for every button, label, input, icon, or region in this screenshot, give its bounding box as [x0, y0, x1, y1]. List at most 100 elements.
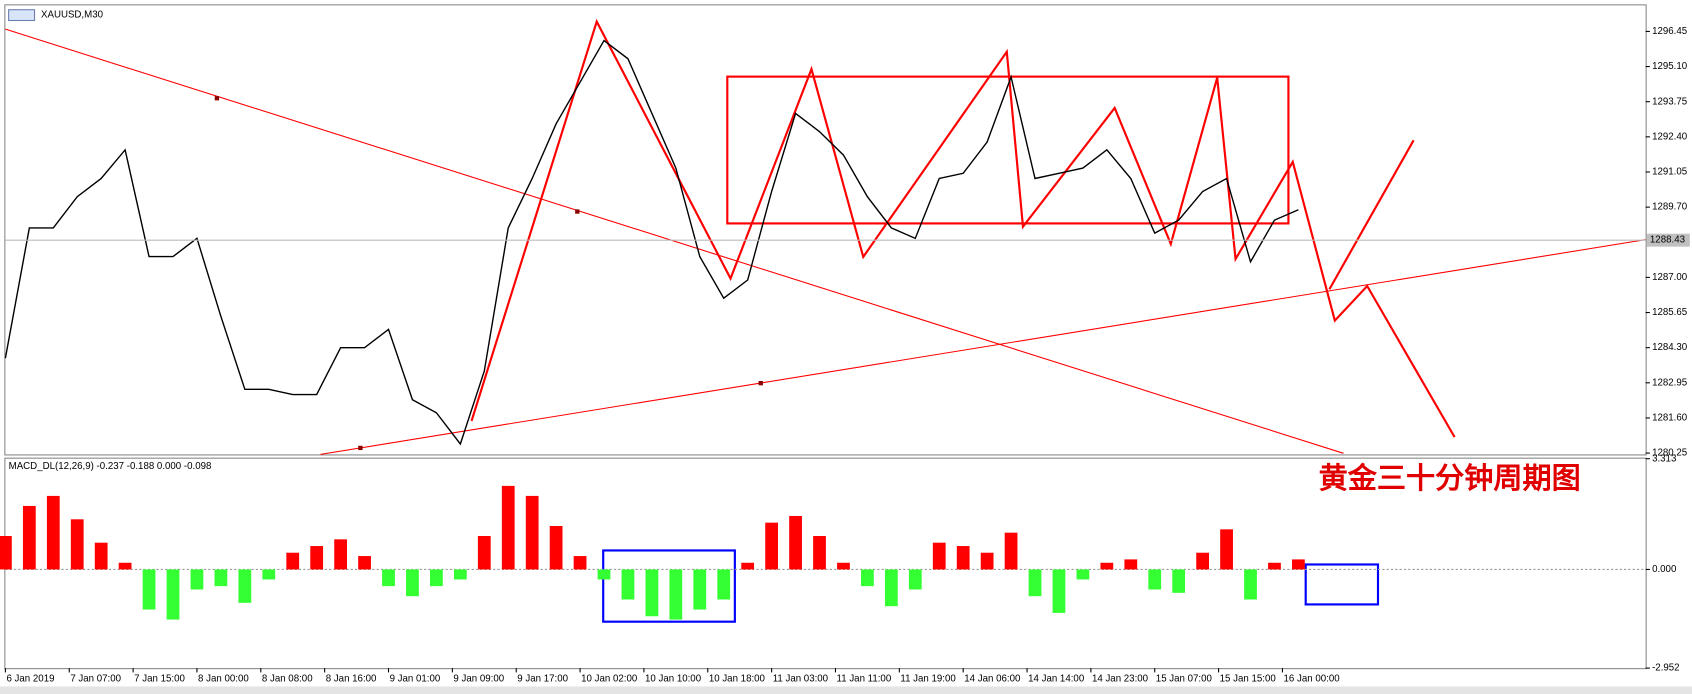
histogram-bar: [549, 525, 563, 570]
x-tick-label: 6 Jan 2019: [6, 673, 54, 684]
histogram-bar: [932, 542, 946, 570]
anchor: [358, 445, 363, 451]
histogram-bar: [1196, 552, 1210, 570]
histogram-bar: [477, 536, 491, 570]
histogram-bar: [908, 569, 922, 590]
histogram-bar: [693, 569, 707, 610]
histogram-bar: [142, 569, 156, 610]
histogram-bar: [1172, 569, 1186, 593]
x-tick-label: 14 Jan 23:00: [1092, 673, 1149, 684]
price-line: [4, 39, 1299, 446]
histogram-bar: [358, 556, 371, 570]
anchor: [214, 96, 220, 101]
histogram-bar: [214, 569, 228, 587]
histogram-bar: [430, 569, 443, 587]
trendline: [5, 28, 1344, 454]
histogram-bar: [286, 552, 300, 570]
x-tick-label: 9 Jan 09:00: [453, 673, 504, 684]
histogram-bar: [238, 569, 252, 603]
y-tick-label: 1285.65: [1652, 307, 1687, 318]
histogram-bar: [717, 569, 731, 600]
histogram-bar: [1052, 569, 1066, 613]
x-tick-label: 9 Jan 01:00: [390, 673, 441, 684]
histogram-bar: [1100, 562, 1114, 570]
x-tick-label: 11 Jan 19:00: [900, 673, 956, 684]
y-tick-label: 0.000: [1652, 564, 1677, 575]
x-tick-label: 14 Jan 14:00: [1028, 673, 1085, 684]
current-price-box: [1646, 233, 1690, 247]
zigzag: [470, 18, 1456, 438]
histogram-bar: [1268, 562, 1281, 570]
histogram-bar: [406, 569, 419, 597]
y-tick-label: 1291.05: [1652, 167, 1687, 178]
x-tick-label: 8 Jan 00:00: [198, 673, 249, 684]
histogram-bar: [262, 569, 276, 580]
x-tick-label: 14 Jan 06:00: [964, 673, 1021, 684]
histogram-bar: [669, 569, 683, 620]
histogram-bar: [765, 522, 779, 570]
y-tick-label: 1296.45: [1652, 26, 1687, 37]
histogram-bar: [382, 569, 395, 587]
anchor: [575, 209, 580, 214]
tab-bar[interactable]: [0, 686, 1692, 694]
histogram-bar: [645, 569, 659, 617]
highlight-boxes: [602, 549, 1380, 623]
histogram-bar: [334, 539, 348, 570]
histogram-bar: [94, 542, 108, 570]
symbol-title: XAUUSD,M30: [41, 10, 104, 21]
x-tick-label: 8 Jan 08:00: [262, 673, 313, 684]
histogram-bar: [884, 569, 898, 607]
histogram-bar: [1244, 569, 1257, 600]
histogram-bar: [0, 536, 12, 570]
histogram-bar: [573, 556, 587, 570]
histogram-bar: [1004, 532, 1018, 570]
histogram-bar: [956, 546, 970, 570]
histogram-bar: [453, 569, 467, 580]
histogram-bar: [837, 562, 850, 570]
x-tick-label: 10 Jan 10:00: [645, 673, 702, 684]
histogram-bar: [861, 569, 874, 587]
histogram-bar: [190, 569, 204, 590]
y-tick-label: 1295.10: [1652, 61, 1688, 72]
y-tick-label: 1293.75: [1652, 96, 1687, 107]
highlight-box: [602, 549, 736, 623]
range-box: [726, 75, 1290, 225]
current-price-label: 1288.43: [1650, 235, 1685, 246]
histogram-bar: [980, 552, 994, 570]
drawings: [5, 18, 1646, 455]
y-tick-label: 1289.70: [1652, 202, 1688, 213]
histogram-bar: [22, 505, 36, 570]
anchor-points: [214, 96, 763, 451]
histogram-bar: [166, 569, 180, 620]
x-tick-label: 16 Jan 00:00: [1284, 673, 1341, 684]
projection: [1328, 139, 1415, 290]
histogram-bar: [1220, 529, 1233, 570]
annotation: 黄金三十分钟周期图: [1319, 461, 1581, 495]
y-tick-label: 1287.00: [1652, 272, 1688, 283]
x-tick-label: 8 Jan 16:00: [326, 673, 377, 684]
histogram-bar: [70, 519, 84, 570]
x-tick-label: 15 Jan 15:00: [1220, 673, 1277, 684]
x-tick-label: 10 Jan 18:00: [709, 673, 766, 684]
histogram-bar: [310, 546, 324, 570]
macd-title: MACD_DL(12,26,9) -0.237 -0.188 0.000 -0.…: [9, 461, 212, 472]
x-tick-label: 11 Jan 03:00: [773, 673, 829, 684]
y-tick-label: 1280.25: [1652, 448, 1687, 459]
histogram-bar: [1028, 569, 1042, 597]
histogram-bar: [46, 495, 60, 570]
histogram-bar: [501, 485, 515, 570]
trendline: [320, 239, 1646, 455]
histogram-bar: [597, 569, 611, 580]
histogram-bar: [1124, 559, 1138, 570]
window-icon: [8, 9, 36, 22]
x-tick-label: 9 Jan 17:00: [517, 673, 568, 684]
highlight-box: [1304, 563, 1380, 606]
x-tick-label: 11 Jan 11:00: [837, 673, 892, 684]
y-tick-label: 1292.40: [1652, 131, 1688, 142]
x-tick-label: 15 Jan 07:00: [1156, 673, 1213, 684]
y-tick-label: -2.952: [1652, 663, 1680, 674]
anchor: [758, 380, 763, 386]
histogram-bar: [1292, 559, 1305, 570]
histogram-bar: [621, 569, 635, 600]
